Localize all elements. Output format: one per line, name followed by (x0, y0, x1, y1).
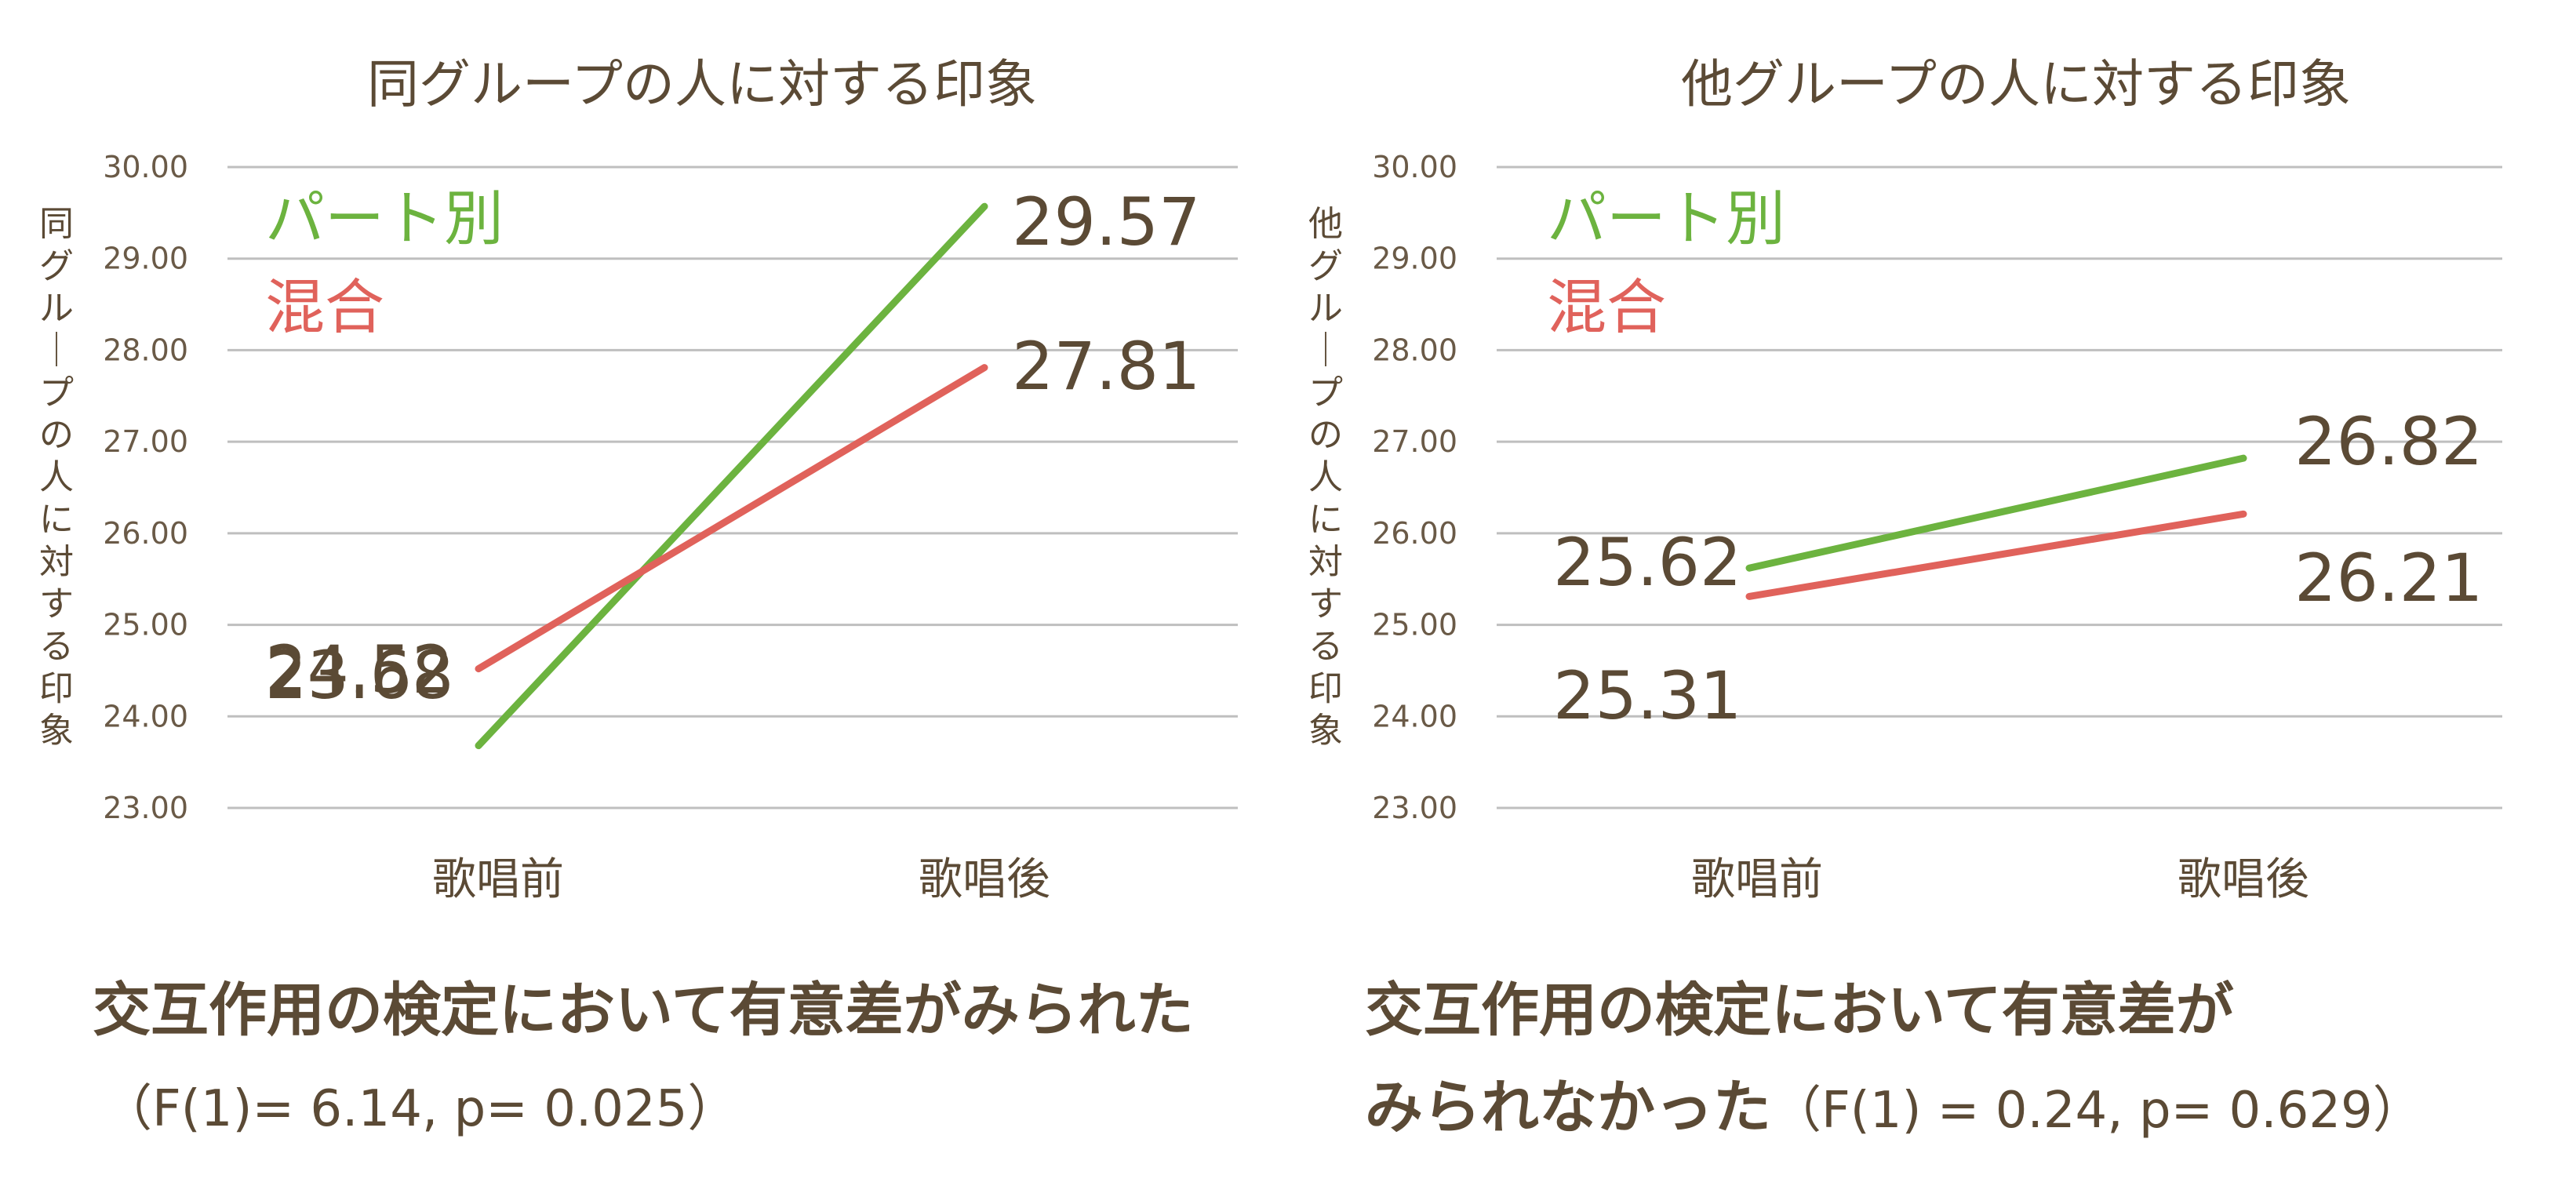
series-line (1745, 510, 2247, 600)
chart-title: 同グループの人に対する印象 (367, 54, 1037, 115)
y-tick-label: 27.00 (1372, 424, 1457, 459)
series-line (475, 202, 988, 750)
y-tick-label: 30.00 (103, 150, 188, 184)
series-line (1745, 454, 2247, 572)
y-tick-label: 30.00 (1372, 150, 1457, 184)
y-tick-label: 25.00 (103, 608, 188, 642)
y-tick-label: 26.00 (103, 516, 188, 551)
y-tick-label: 26.00 (1372, 516, 1457, 551)
data-label: 25.62 (1553, 524, 1741, 601)
y-tick-label: 29.00 (1372, 242, 1457, 276)
legend-label: 混合 (1547, 272, 1666, 342)
y-tick-label: 23.00 (1372, 791, 1457, 825)
y-tick-label: 28.00 (1372, 333, 1457, 367)
chart-title: 他グループの人に対する印象 (1681, 54, 2351, 115)
left-significance-note: 交互作用の検定において有意差がみられた (93, 977, 1194, 1044)
data-label: 29.57 (1012, 184, 1200, 260)
y-tick-label: 24.00 (103, 699, 188, 733)
y-tick-label: 29.00 (103, 242, 188, 276)
series-line (475, 364, 988, 673)
y-axis-label: 同グル｜プの人に対する印象 (39, 204, 74, 751)
right-result-line: みられなかった（F(1) = 0.24, p= 0.629） (1365, 1060, 2423, 1144)
right-significance-note: 交互作用の検定において有意差が (1365, 977, 2234, 1044)
y-tick-label: 24.00 (1372, 699, 1457, 733)
data-label: 25.31 (1553, 657, 1741, 734)
x-category-label: 歌唱前 (1691, 854, 1823, 905)
y-tick-label: 25.00 (1372, 608, 1457, 642)
y-axis-label: 他グル｜プの人に対する印象 (1308, 204, 1343, 751)
y-tick-label: 23.00 (103, 791, 188, 825)
data-label: 23.68 (265, 637, 453, 714)
data-label: 24.52 (265, 631, 453, 708)
x-category-label: 歌唱前 (432, 854, 564, 905)
data-label: 27.81 (1012, 328, 1200, 405)
left-statistics-note: （F(1)= 6.14, p= 0.025） (102, 1080, 738, 1138)
right-significance-note-cont: みられなかった (1365, 1074, 1771, 1141)
x-category-label: 歌唱後 (919, 854, 1050, 905)
data-label: 26.82 (2294, 403, 2483, 480)
legend-label: パート別 (1547, 184, 1785, 253)
right-statistics-note: （F(1) = 0.24, p= 0.629） (1771, 1082, 2423, 1140)
chart-1: 同グループの人に対する印象 30.00 29.00 28.00 27.00 26.00 25… (39, 54, 1238, 905)
chart-2: 他グループの人に対する印象 30.00 29.00 28.00 27.00 26.00 25… (1308, 54, 2502, 905)
data-label: 26.21 (2294, 540, 2483, 617)
legend-label: パート別 (265, 184, 504, 253)
legend-label: 混合 (265, 272, 384, 342)
y-tick-label: 28.00 (103, 333, 188, 367)
x-category-label: 歌唱後 (2178, 854, 2309, 905)
y-tick-label: 27.00 (103, 424, 188, 459)
